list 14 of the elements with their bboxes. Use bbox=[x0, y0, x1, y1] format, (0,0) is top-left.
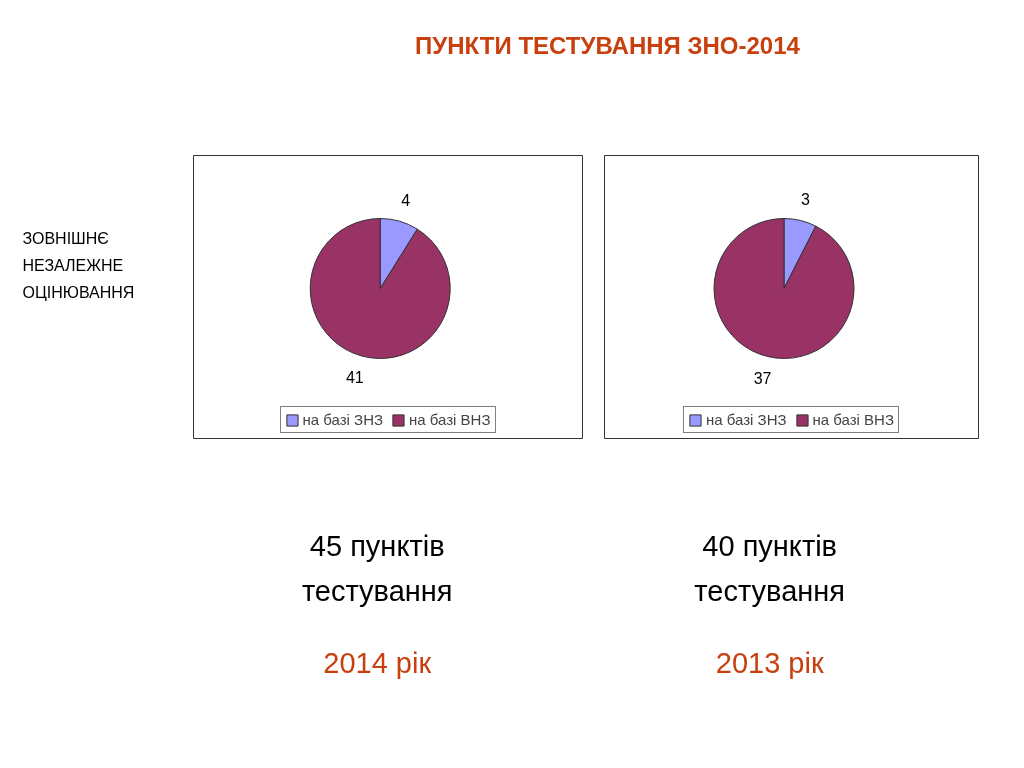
data-label: 3 bbox=[801, 191, 811, 209]
legend-label: на базі ВНЗ bbox=[409, 411, 491, 428]
data-label: 37 bbox=[753, 369, 772, 387]
data-label: 4 bbox=[401, 192, 411, 210]
legend-label: на базі ЗНЗ bbox=[705, 411, 787, 428]
text: 45 пунктів тестування bbox=[301, 529, 453, 607]
text: 40 пунктів тестування bbox=[694, 529, 845, 607]
text: ПУНКТИ ТЕСТУВАННЯ ЗНО-2014 bbox=[415, 32, 801, 59]
text: 2013 рік bbox=[715, 646, 824, 679]
legend-label: на базі ЗНЗ bbox=[302, 411, 384, 428]
data-label: 41 bbox=[345, 368, 364, 386]
text: ЗОВНІШНЄ НЕЗАЛЕЖНЕ ОЦІНЮВАННЯ bbox=[22, 230, 135, 301]
text: 2014 рік bbox=[323, 646, 432, 679]
legend-label: на базі ВНЗ bbox=[812, 411, 895, 428]
